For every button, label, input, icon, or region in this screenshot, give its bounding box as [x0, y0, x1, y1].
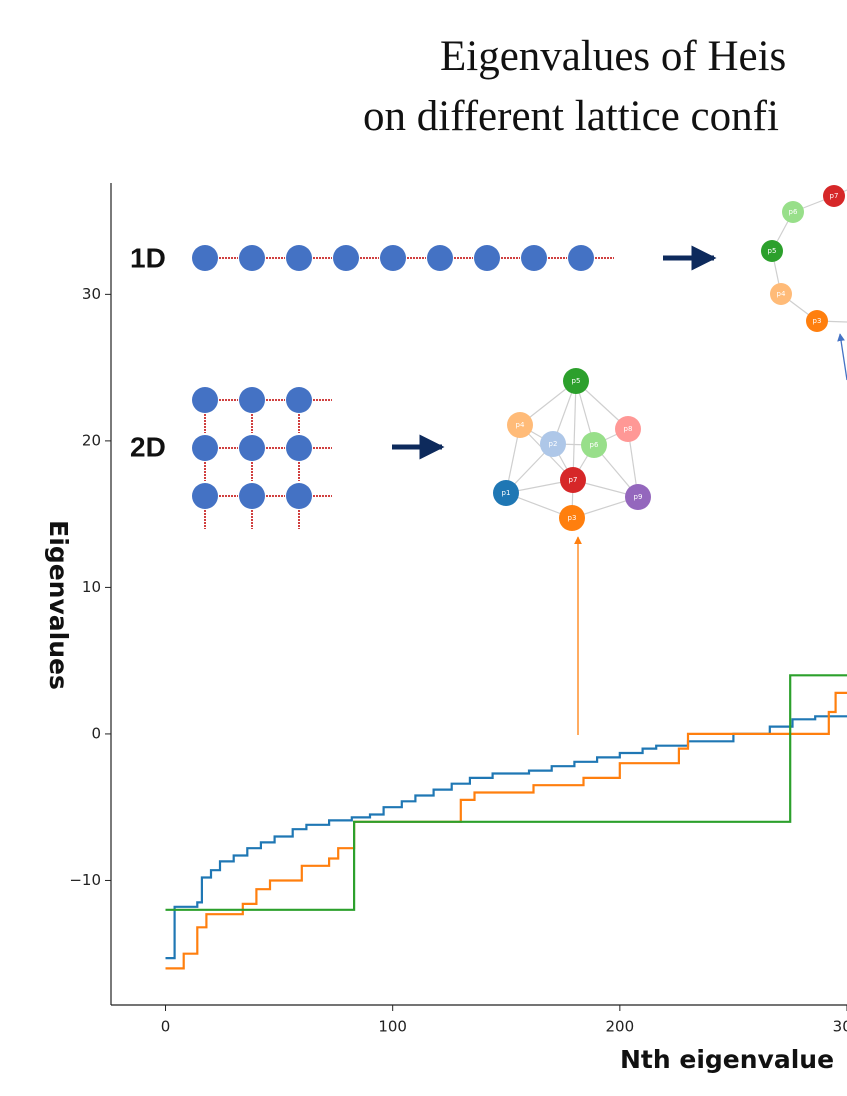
site: [192, 245, 218, 271]
lattice-1d: [192, 245, 614, 271]
node-label: p3: [568, 514, 577, 522]
series-line: [165, 691, 847, 970]
node-label: p4: [777, 290, 786, 298]
y-tick-label: 0: [91, 724, 101, 742]
node: [761, 240, 783, 262]
node: [540, 431, 566, 457]
x-tick-label: 0: [161, 1018, 171, 1036]
y-axis-label: Eigenvalues: [44, 520, 73, 690]
lattice-2d: [192, 387, 332, 529]
axes: −1001020300100200300: [69, 183, 847, 1036]
plot-area: [165, 674, 847, 970]
node: [581, 432, 607, 458]
x-tick-label: 300: [833, 1018, 847, 1036]
graph-1d: p7 p6 p5 p4 p3: [761, 185, 847, 332]
node: [507, 412, 533, 438]
site: [239, 483, 265, 509]
node-label: p3: [813, 317, 822, 325]
node: [770, 283, 792, 305]
node-label: p1: [502, 489, 511, 497]
x-tick-label: 100: [378, 1018, 407, 1036]
site: [286, 245, 312, 271]
series-line: [165, 674, 847, 911]
y-tick-label: −10: [69, 871, 101, 889]
site: [380, 245, 406, 271]
node: [563, 368, 589, 394]
site: [239, 435, 265, 461]
insets: 1D 2D p5 p4 p8 p2 p6 p7 p1 p9 p3 p7 p6 p5 p4 p3: [130, 185, 847, 735]
node: [559, 505, 585, 531]
site: [474, 245, 500, 271]
site: [192, 387, 218, 413]
site: [239, 245, 265, 271]
node: [806, 310, 828, 332]
node: [782, 201, 804, 223]
node-label: p7: [569, 476, 578, 484]
y-tick-label: 10: [82, 578, 101, 596]
chart-title: Eigenvalues of Heis: [440, 33, 786, 80]
annotation: 2D: [130, 431, 166, 462]
x-tick-label: 200: [606, 1018, 635, 1036]
node-label: p8: [624, 425, 633, 433]
node-label: p4: [516, 421, 525, 429]
node: [823, 185, 845, 207]
chart-title: on different lattice confi: [363, 93, 779, 140]
site: [286, 435, 312, 461]
node: [625, 484, 651, 510]
series-line: [165, 715, 847, 960]
graph-2d: p5 p4 p8 p2 p6 p7 p1 p9 p3: [493, 368, 651, 531]
y-tick-label: 30: [82, 285, 101, 303]
node-label: p2: [549, 440, 558, 448]
site: [286, 483, 312, 509]
site: [427, 245, 453, 271]
node-label: p7: [830, 192, 839, 200]
x-axis-label: Nth eigenvalue: [620, 1045, 834, 1074]
node-label: p5: [768, 247, 777, 255]
node: [493, 480, 519, 506]
node-label: p5: [572, 377, 581, 385]
site: [192, 483, 218, 509]
arrow: [837, 333, 847, 381]
node-label: p9: [634, 493, 643, 501]
site: [568, 245, 594, 271]
site: [239, 387, 265, 413]
node-label: p6: [590, 441, 599, 449]
edge: [572, 380, 577, 481]
site: [521, 245, 547, 271]
site: [333, 245, 359, 271]
annotation: 1D: [130, 242, 166, 273]
node-label: p6: [789, 208, 798, 216]
y-tick-label: 20: [82, 431, 101, 449]
node: [615, 416, 641, 442]
node: [560, 467, 586, 493]
site: [286, 387, 312, 413]
site: [192, 435, 218, 461]
